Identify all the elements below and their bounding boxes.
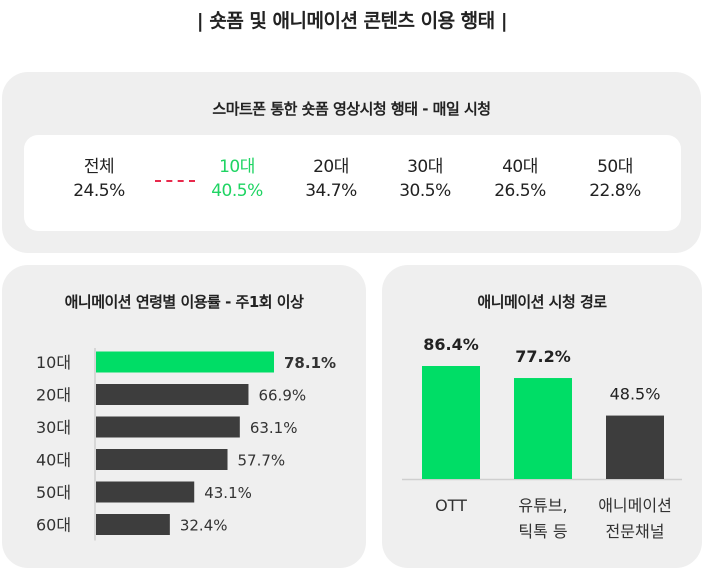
stat-total-value: 24.5% (73, 181, 125, 201)
value-label: 86.4% (423, 335, 479, 354)
category-label-line: 전문채널 (606, 522, 665, 541)
value-label: 48.5% (610, 385, 661, 404)
value-label: 63.1% (250, 419, 298, 437)
category-label-line: 애니메이션 (598, 496, 672, 515)
bar (96, 514, 170, 535)
stat-40s-value: 26.5% (494, 181, 546, 201)
age-stats-box: 전체 24.5% 10대 40.5% 20대 34.7% 30대 30.5% 4… (24, 135, 681, 231)
daily-shortform-title: 스마트폰 통한 숏폼 영상시청 행태 - 매일 시청 (212, 100, 491, 118)
category-label: 10대 (36, 353, 71, 372)
viewing-path-title: 애니메이션 시청 경로 (477, 293, 607, 311)
page-title: | 숏폼 및 애니메이션 콘텐츠 이용 행태 | (196, 10, 508, 32)
stat-10s: 10대 40.5% (192, 155, 282, 203)
value-label: 78.1% (284, 354, 336, 372)
stat-50s-label: 50대 (597, 157, 633, 177)
category-label: OTT (435, 496, 467, 515)
category-label: 20대 (36, 386, 71, 405)
category-label: 50대 (36, 483, 71, 502)
bar (606, 415, 664, 479)
stat-10s-label: 10대 (219, 157, 255, 177)
bar (96, 449, 228, 470)
stat-50s: 50대 22.8% (570, 155, 660, 203)
age-usage-title: 애니메이션 연령별 이용률 - 주1회 이상 (64, 293, 304, 311)
dashed-separator (155, 180, 195, 182)
bar (96, 384, 249, 405)
category-label: 유튜브, 틱톡 등 (518, 496, 567, 541)
value-label: 32.4% (180, 517, 228, 535)
age-usage-chart: 10대 78.1% 20대 66.9% 30대 63.1% 40대 57.7% 50대 43.1%… (36, 348, 336, 541)
stat-20s-label: 20대 (313, 157, 349, 177)
stat-40s-label: 40대 (502, 157, 538, 177)
bar (422, 366, 480, 479)
stat-30s-value: 30.5% (399, 181, 451, 201)
value-label: 77.2% (515, 347, 571, 366)
stat-30s-label: 30대 (407, 157, 443, 177)
stat-10s-value: 40.5% (211, 181, 263, 201)
stat-50s-value: 22.8% (589, 181, 641, 201)
stat-20s: 20대 34.7% (286, 155, 376, 203)
value-label: 43.1% (204, 484, 252, 502)
category-label: 40대 (36, 451, 71, 470)
value-label: 57.7% (238, 452, 286, 470)
bar (96, 481, 195, 503)
bar (96, 351, 274, 373)
stat-40s: 40대 26.5% (475, 155, 565, 203)
value-label: 66.9% (258, 387, 306, 405)
stat-total-label: 전체 (83, 157, 115, 177)
category-label: 60대 (36, 516, 71, 535)
category-label-line: 유튜브, (518, 496, 567, 515)
stat-total: 전체 24.5% (54, 155, 144, 203)
daily-shortform-panel: 스마트폰 통한 숏폼 영상시청 행태 - 매일 시청 전체 24.5% 10대 … (2, 72, 701, 253)
category-label-line: 틱톡 등 (518, 522, 567, 541)
viewing-path-panel: 애니메이션 시청 경로 86.4% OTT 77.2% 유튜브, 틱톡 등 48.5% 애니… (382, 265, 702, 568)
stat-30s: 30대 30.5% (380, 155, 470, 203)
bar (96, 416, 240, 438)
category-label-line: OTT (435, 496, 467, 515)
stat-20s-value: 34.7% (305, 181, 357, 201)
bar (514, 378, 572, 479)
age-usage-panel: 애니메이션 연령별 이용률 - 주1회 이상 10대 78.1% 20대 66.9% 3… (2, 265, 366, 568)
category-label: 30대 (36, 418, 71, 437)
